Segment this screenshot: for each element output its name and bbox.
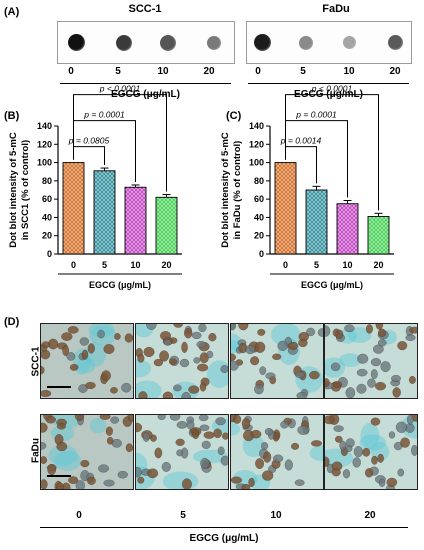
x-tick-label: 0 xyxy=(283,260,288,270)
scale-bar xyxy=(47,475,71,477)
microscopy-image xyxy=(135,323,229,399)
y-tick-label: 60 xyxy=(42,194,52,204)
blot-dot xyxy=(68,34,85,51)
y-tick-label: 40 xyxy=(42,212,52,222)
lane-label: 5 xyxy=(115,66,121,77)
y-tick-label: 80 xyxy=(42,176,52,186)
column-label: 10 xyxy=(270,510,282,521)
cell-texture xyxy=(231,415,323,489)
micro-axis-rule xyxy=(40,527,408,528)
p-value-label: p < 0.0001 xyxy=(99,84,141,94)
p-value-label: p = 0.0014 xyxy=(280,136,322,146)
micro-xlabel: EGCG (μg/mL) xyxy=(189,533,259,544)
y-tick-label: 0 xyxy=(259,249,264,259)
y-tick-label: 120 xyxy=(37,139,52,149)
bar xyxy=(274,162,297,255)
lane-label: 5 xyxy=(300,66,306,77)
x-tick-label: 10 xyxy=(130,260,140,270)
cell-texture xyxy=(136,415,228,489)
x-tick-label: 0 xyxy=(71,260,76,270)
y-axis-title-line2: in FaDu (% of control) xyxy=(232,141,243,240)
y-tick-label: 140 xyxy=(37,121,52,131)
panel-b-label: (B) xyxy=(4,110,20,122)
microscopy-image xyxy=(324,323,418,399)
significance-bracket xyxy=(73,94,167,192)
y-tick-label: 60 xyxy=(254,194,264,204)
x-tick-label: 5 xyxy=(102,260,107,270)
cell-texture xyxy=(325,324,417,398)
p-value-label: p = 0.0805 xyxy=(68,136,110,146)
blot-dot xyxy=(160,35,176,51)
y-tick-label: 20 xyxy=(42,231,52,241)
bar xyxy=(155,196,178,255)
blot-dot xyxy=(207,36,221,50)
panel-a-label: (A) xyxy=(4,6,20,18)
lane-label: 10 xyxy=(343,66,355,77)
blot-title-fadu: FaDu xyxy=(322,3,350,15)
lane-label: 0 xyxy=(68,66,74,77)
bar xyxy=(336,203,359,255)
cell-texture xyxy=(325,415,417,489)
x-tick-label: 20 xyxy=(161,260,171,270)
dot-blot-scc1 xyxy=(57,21,235,64)
x-tick-label: 5 xyxy=(314,260,319,270)
p-value-label: p = 0.0001 xyxy=(83,110,125,120)
microscopy-image xyxy=(40,323,134,399)
microscopy-image xyxy=(230,414,324,490)
blot-axis-rule xyxy=(248,83,409,84)
blot-dot xyxy=(254,34,271,51)
lane-label: 20 xyxy=(389,66,401,77)
lane-label: 20 xyxy=(203,66,215,77)
y-axis-title-line1: Dot blot intensity of 5-mC xyxy=(220,132,231,248)
microscopy-image xyxy=(324,414,418,490)
blot-axis-rule xyxy=(60,83,231,84)
y-tick-label: 120 xyxy=(249,139,264,149)
blot-dot xyxy=(388,35,403,50)
x-tick-label: 10 xyxy=(342,260,352,270)
x-tick-label: 20 xyxy=(373,260,383,270)
column-label: 20 xyxy=(364,510,376,521)
p-value-label: p = 0.0001 xyxy=(295,110,337,120)
lane-label: 0 xyxy=(255,66,261,77)
bar xyxy=(62,162,85,255)
blot-dot xyxy=(116,35,132,51)
y-axis-title-line2: in SCC1 (% of control) xyxy=(20,140,31,240)
bar xyxy=(367,216,390,255)
cell-texture xyxy=(136,324,228,398)
y-axis-title-line1: Dot blot intensity of 5-mC xyxy=(8,132,19,248)
y-tick-label: 80 xyxy=(254,176,264,186)
blot-dot xyxy=(299,36,313,50)
y-tick-label: 20 xyxy=(254,231,264,241)
microscopy-image xyxy=(40,414,134,490)
panel-c-label: (C) xyxy=(226,110,242,122)
microscopy-image xyxy=(135,414,229,490)
bar xyxy=(93,170,116,255)
y-tick-label: 140 xyxy=(249,121,264,131)
y-tick-label: 0 xyxy=(47,249,52,259)
lane-label: 10 xyxy=(157,66,169,77)
dot-blot-fadu xyxy=(246,21,412,64)
cell-texture xyxy=(41,415,133,489)
blot-dot xyxy=(343,36,356,49)
y-tick-label: 100 xyxy=(37,158,52,168)
significance-bracket xyxy=(285,94,379,211)
cell-texture xyxy=(231,324,323,398)
scale-bar xyxy=(47,386,71,388)
p-value-label: p < 0.0001 xyxy=(311,84,353,94)
x-axis-title: EGCG (μg/mL) xyxy=(301,280,363,290)
y-tick-label: 40 xyxy=(254,212,264,222)
bar xyxy=(124,186,147,255)
x-axis-title: EGCG (μg/mL) xyxy=(89,280,151,290)
column-label: 5 xyxy=(180,510,186,521)
cell-texture xyxy=(41,324,133,398)
panel-d-label: (D) xyxy=(4,316,20,328)
column-label: 0 xyxy=(76,510,82,521)
microscopy-image xyxy=(230,323,324,399)
y-tick-label: 100 xyxy=(249,158,264,168)
bar xyxy=(305,189,328,255)
blot-title-scc1: SCC-1 xyxy=(128,3,162,15)
